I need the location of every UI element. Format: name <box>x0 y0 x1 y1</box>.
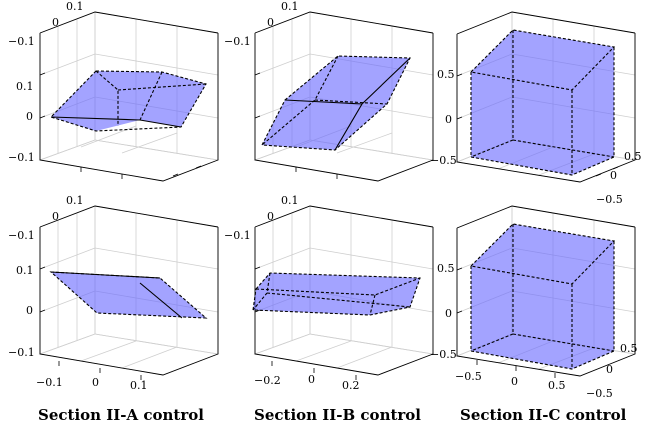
p5-x-tick-0: −0.2 <box>254 374 281 387</box>
p3-right-tick-1: 0 <box>610 169 617 182</box>
p6-z-tick-0: 0.5 <box>437 262 455 275</box>
p2-y-tick-2: −0.1 <box>224 35 251 48</box>
panel-4: 0.1 0 −0.1 0.1 0 −0.1 −0.1 0 0.1 <box>8 194 220 392</box>
p4-x-tick-1: 0 <box>92 376 99 389</box>
p3-right-tick-2: −0.5 <box>596 193 623 206</box>
p3-z-tick-2: −0.5 <box>430 154 457 167</box>
caption-section-ii-b: Section II-B control <box>254 406 421 424</box>
p4-z-tick-1: 0 <box>26 304 33 317</box>
p1-z-tick-0: 0.1 <box>16 80 34 93</box>
p1-y-tick-2: −0.1 <box>8 35 35 48</box>
p5-x-tick-2: 0.2 <box>342 379 360 392</box>
caption-section-ii-a: Section II-A control <box>38 406 204 424</box>
p5-y-tick-2: −0.1 <box>224 229 251 242</box>
p1-z-tick-2: −0.1 <box>8 151 35 164</box>
p4-y-tick-1: 0 <box>52 210 59 223</box>
p6-z-tick-1: 0 <box>445 307 452 320</box>
p3-right-tick-0: 0.5 <box>624 150 642 163</box>
caption-section-ii-c: Section II-C control <box>460 406 627 424</box>
p6-right-tick-0: 0.5 <box>620 342 638 355</box>
p6-x-tick-2: 0.5 <box>548 379 566 392</box>
p4-x-tick-2: 0.1 <box>130 379 148 392</box>
p5-x-tick-1: 0 <box>308 373 315 386</box>
p2-y-tick-1: 0 <box>267 16 274 29</box>
p5-y-tick-0: 0.1 <box>281 194 299 207</box>
panel-2: 0.1 0 −0.1 <box>224 0 435 182</box>
p2-y-tick-0: 0.1 <box>281 0 299 13</box>
p4-x-tick-0: −0.1 <box>36 376 63 389</box>
p5-y-tick-1: 0 <box>267 210 274 223</box>
p6-right-tick-1: 0 <box>606 363 613 376</box>
p3-z-tick-0: 0.5 <box>437 68 455 81</box>
panel-3: 0.5 0 −0.5 0.5 0 −0.5 <box>430 11 642 206</box>
p4-y-tick-0: 0.1 <box>66 194 84 207</box>
p1-z-tick-1: 0 <box>26 110 33 123</box>
panel-6: 0.5 0 −0.5 −0.5 0 0.5 0.5 0 −0.5 <box>430 205 638 400</box>
p6-x-tick-1: 0 <box>511 375 518 388</box>
p6-z-tick-2: −0.5 <box>430 348 457 361</box>
p4-z-tick-0: 0.1 <box>16 264 34 277</box>
p4-z-tick-2: −0.1 <box>8 346 35 359</box>
panel-5: 0.1 0 −0.1 −0.2 0 0.2 <box>224 194 435 392</box>
p1-y-tick-1: 0 <box>52 16 59 29</box>
p4-y-tick-2: −0.1 <box>8 229 35 242</box>
p6-right-tick-2: −0.5 <box>586 387 613 400</box>
panel-1: 0.1 0 −0.1 0.1 0 −0.1 <box>8 0 220 182</box>
p1-y-tick-0: 0.1 <box>66 0 84 13</box>
p3-z-tick-1: 0 <box>445 113 452 126</box>
p6-x-tick-0: −0.5 <box>455 370 482 383</box>
